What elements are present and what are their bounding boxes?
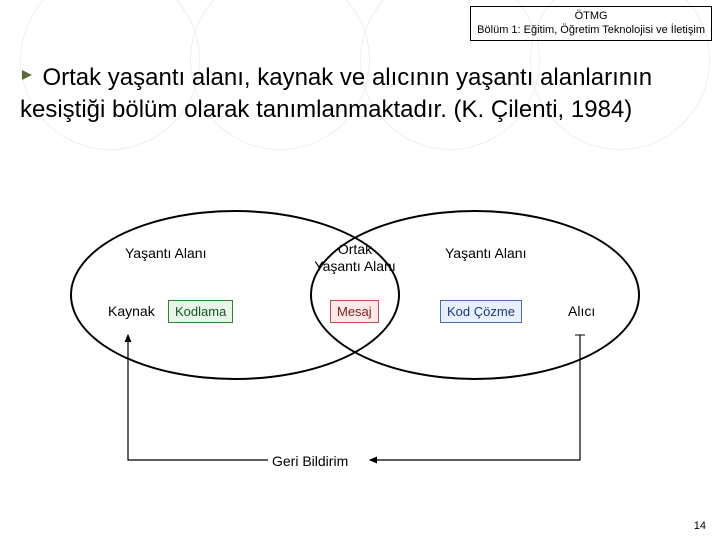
bullet-arrow-icon: [20, 68, 34, 87]
header-line2: Bölüm 1: Eğitim, Öğretim Teknolojisi ve …: [477, 23, 705, 37]
header-line1: ÖTMG: [477, 9, 705, 23]
feedback-arrows: [0, 195, 720, 495]
venn-diagram: Yaşantı Alanı Ortak Yaşantı Alanı Yaşant…: [0, 195, 720, 495]
main-text: Ortak yaşantı alanı, kaynak ve alıcının …: [20, 64, 652, 123]
header-box: ÖTMG Bölüm 1: Eğitim, Öğretim Teknolojis…: [470, 6, 712, 41]
bullet-row: Ortak yaşantı alanı, kaynak ve alıcının …: [20, 62, 700, 127]
page-number: 14: [694, 520, 706, 532]
